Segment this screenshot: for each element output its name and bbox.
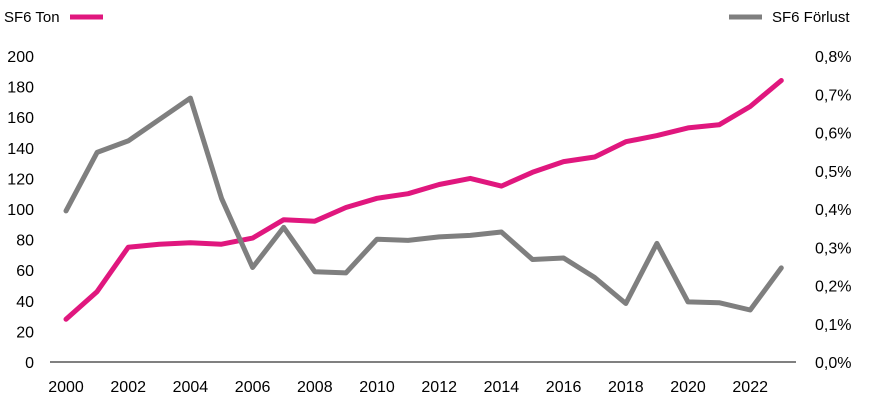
y-right-tick-label: 0,3% [815, 240, 851, 257]
y-left-tick-label: 20 [16, 324, 34, 341]
legend-label-sf6-forlust: SF6 Förlust [772, 9, 850, 26]
y-axis-right-ticks: 0,0% 0,1% 0,2% 0,3% 0,4% 0,5% 0,6% 0,7% 0,8% [815, 49, 851, 372]
y-right-tick-label: 0,1% [815, 317, 851, 334]
x-tick-label: 2014 [484, 379, 520, 396]
x-tick-label: 2000 [48, 379, 84, 396]
y-right-tick-label: 0,5% [815, 164, 851, 181]
x-tick-label: 2008 [297, 379, 333, 396]
y-left-tick-label: 180 [7, 80, 34, 97]
series-lines [63, 78, 784, 322]
series-line-sf6-ton [63, 78, 784, 322]
x-tick-label: 2004 [173, 379, 209, 396]
x-tick-label: 2012 [421, 379, 457, 396]
y-right-tick-label: 0,4% [815, 202, 851, 219]
series-line-sf6-forlust [63, 95, 784, 313]
y-left-tick-label: 140 [7, 141, 34, 158]
y-left-tick-label: 160 [7, 110, 34, 127]
x-tick-label: 2020 [670, 379, 706, 396]
y-axis-left-ticks: 0 20 40 60 80 100 120 140 160 180 200 [7, 49, 34, 372]
x-tick-label: 2022 [732, 379, 768, 396]
x-tick-label: 2016 [546, 379, 582, 396]
y-right-tick-label: 0,0% [815, 355, 851, 372]
x-axis-ticks: 2000 2002 2004 2006 2008 2010 2012 2014 2016 2018… [48, 379, 768, 396]
x-tick-label: 2002 [110, 379, 146, 396]
x-tick-label: 2006 [235, 379, 271, 396]
y-right-tick-label: 0,8% [815, 49, 851, 66]
y-left-tick-label: 200 [7, 49, 34, 66]
legend: SF6 Ton SF6 Förlust [4, 9, 850, 26]
y-right-tick-label: 0,6% [815, 126, 851, 143]
legend-label-sf6-ton: SF6 Ton [4, 9, 60, 26]
y-right-tick-label: 0,7% [815, 87, 851, 104]
x-tick-label: 2010 [359, 379, 395, 396]
y-left-tick-label: 40 [16, 294, 34, 311]
x-tick-label: 2018 [608, 379, 644, 396]
y-left-tick-label: 120 [7, 171, 34, 188]
y-right-tick-label: 0,2% [815, 279, 851, 296]
y-left-tick-label: 60 [16, 263, 34, 280]
y-left-tick-label: 100 [7, 202, 34, 219]
y-left-tick-label: 0 [25, 355, 34, 372]
y-left-tick-label: 80 [16, 233, 34, 250]
